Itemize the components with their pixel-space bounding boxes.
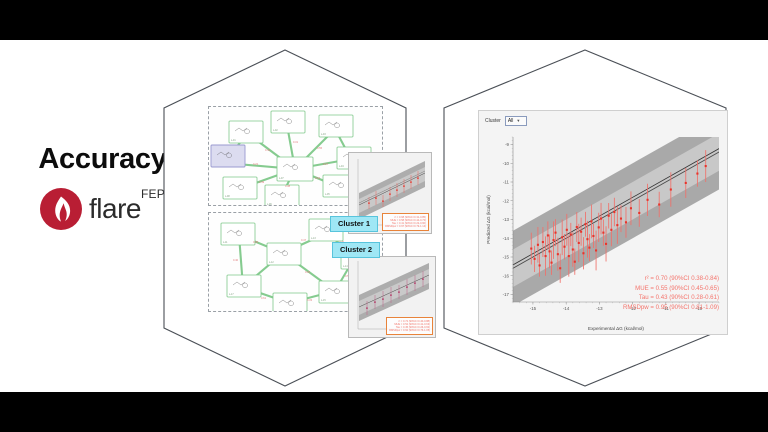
svg-text:L-12: L-12	[269, 262, 274, 264]
svg-text:-15: -15	[503, 255, 510, 260]
flame-icon	[40, 188, 83, 230]
chevron-down-icon: ▼	[516, 118, 521, 123]
svg-text:-10: -10	[503, 161, 510, 166]
brand-word-text: flare	[89, 193, 141, 224]
svg-text:-11: -11	[663, 306, 670, 311]
svg-text:Predicted ΔG (kcal/mol): Predicted ΔG (kcal/mol)	[486, 195, 491, 244]
svg-text:L-05: L-05	[325, 194, 330, 196]
svg-text:0.33: 0.33	[307, 298, 313, 302]
svg-text:L-07: L-07	[279, 178, 284, 180]
svg-text:L-15: L-15	[321, 300, 326, 302]
svg-text:0.38: 0.38	[285, 184, 291, 188]
title-block: Accuracy flareFEP	[10, 145, 195, 230]
svg-text:-14: -14	[563, 306, 570, 311]
svg-text:L-17: L-17	[229, 294, 234, 296]
cluster-filter-label: Cluster	[485, 118, 501, 124]
svg-text:-11: -11	[503, 180, 510, 185]
svg-text:L-01: L-01	[231, 140, 236, 142]
svg-text:0.27: 0.27	[323, 162, 329, 166]
svg-text:0.47: 0.47	[301, 238, 307, 242]
stat-rmsdpw: RMSDpw = 0.95 (90%CI 0.81-1.09)	[622, 303, 719, 311]
cluster-filter-control[interactable]: Cluster All ▼	[485, 116, 527, 126]
slide-content: Accuracy flareFEP	[0, 40, 768, 392]
scatter-plot[interactable]: -9 -10 -11 -12 -13 -14 -15 -16 -17 -15 -14 -13 -12 -1…	[479, 111, 728, 335]
svg-text:0.49: 0.49	[259, 180, 265, 184]
letterbox-bottom	[0, 392, 768, 432]
cluster-1-inset-plot[interactable]: r² = 0.68 (90%CI 0.31-0.85) MUE = 0.58 (…	[348, 152, 432, 234]
main-scatter-panel: Cluster All ▼ -9 -10 -11 -12 -13 -14 -15 -16 -17…	[478, 110, 728, 335]
svg-text:0.42: 0.42	[265, 148, 271, 152]
svg-text:L-13: L-13	[311, 238, 316, 240]
svg-text:-9: -9	[505, 142, 509, 147]
svg-text:0.61: 0.61	[261, 296, 267, 300]
svg-text:L-11: L-11	[223, 242, 228, 244]
inset1-stat-r2: r² = 0.68 (90%CI 0.31-0.85)	[394, 215, 426, 219]
svg-text:L-08: L-08	[225, 196, 230, 198]
stat-tau: Tau = 0.43 (90%CI 0.28-0.61)	[638, 294, 719, 302]
stat-r2: r² = 0.70 (90%CI 0.38-0.84)	[644, 275, 719, 283]
svg-text:L-06: L-06	[267, 204, 272, 206]
svg-text:L-03: L-03	[321, 134, 326, 136]
cluster-1-badge[interactable]: Cluster 1	[330, 216, 379, 232]
inset2-stat-tau: Tau = 0.45 (90%CI 0.26-0.63)	[395, 326, 430, 330]
svg-text:0.35: 0.35	[253, 240, 259, 244]
svg-text:-16: -16	[503, 273, 510, 278]
cluster-select-value: All	[507, 118, 514, 124]
svg-text:0.55: 0.55	[317, 146, 323, 150]
brand-logo: flareFEP	[10, 188, 195, 230]
svg-text:-10: -10	[696, 306, 703, 311]
svg-text:L-14: L-14	[343, 266, 348, 268]
svg-text:-17: -17	[503, 292, 510, 297]
inset2-stat-r2: r² = 0.72 (90%CI 0.40-0.88)	[398, 319, 430, 323]
svg-text:L-04: L-04	[339, 166, 344, 168]
cluster-select[interactable]: All ▼	[504, 116, 527, 126]
svg-text:0.40: 0.40	[233, 258, 239, 262]
svg-text:L-02: L-02	[273, 130, 278, 132]
svg-text:-15: -15	[530, 306, 537, 311]
svg-text:0.22: 0.22	[253, 162, 259, 166]
inset2-stat-mue: MUE = 0.52 (90%CI 0.41-0.63)	[394, 322, 430, 326]
brand-wordmark: flareFEP	[89, 188, 165, 224]
inset1-stat-mue: MUE = 0.58 (90%CI 0.44-0.70)	[390, 218, 426, 222]
svg-text:0.31: 0.31	[293, 140, 299, 144]
letterbox-top	[0, 0, 768, 40]
page-title: Accuracy	[38, 143, 167, 175]
svg-text:-14: -14	[503, 236, 510, 241]
stat-mue: MUE = 0.55 (90%CI 0.45-0.65)	[635, 284, 719, 292]
cluster-2-inset-stats: r² = 0.72 (90%CI 0.40-0.88) MUE = 0.52 (…	[386, 317, 433, 335]
brand-superscript: FEP	[141, 186, 165, 201]
svg-text:-13: -13	[503, 217, 510, 222]
svg-text:-12: -12	[629, 306, 636, 311]
svg-text:0.25: 0.25	[305, 270, 311, 274]
inset2-stat-rmsdpw: RMSDpw = 0.92 (90%CI 0.76-1.05)	[389, 329, 430, 333]
svg-text:-13: -13	[596, 306, 603, 311]
inset1-stat-rmsdpw: RMSDpw = 0.97 (90%CI 0.79-1.14)	[385, 225, 426, 229]
summary-statistics: r² = 0.70 (90%CI 0.38-0.84) MUE = 0.55 (…	[623, 274, 719, 312]
svg-text:0.64: 0.64	[315, 176, 321, 180]
svg-text:0.58: 0.58	[345, 274, 351, 278]
cluster-1-inset-stats: r² = 0.68 (90%CI 0.31-0.85) MUE = 0.58 (…	[382, 213, 429, 231]
svg-text:Experimental ΔG (kcal/mol): Experimental ΔG (kcal/mol)	[588, 326, 644, 331]
inset1-stat-tau: Tau = 0.41 (90%CI 0.22-0.60)	[391, 222, 426, 226]
svg-text:-12: -12	[503, 198, 510, 203]
cluster-2-badge[interactable]: Cluster 2	[332, 242, 381, 258]
cluster-2-inset-plot[interactable]: r² = 0.72 (90%CI 0.40-0.88) MUE = 0.52 (…	[348, 256, 436, 338]
